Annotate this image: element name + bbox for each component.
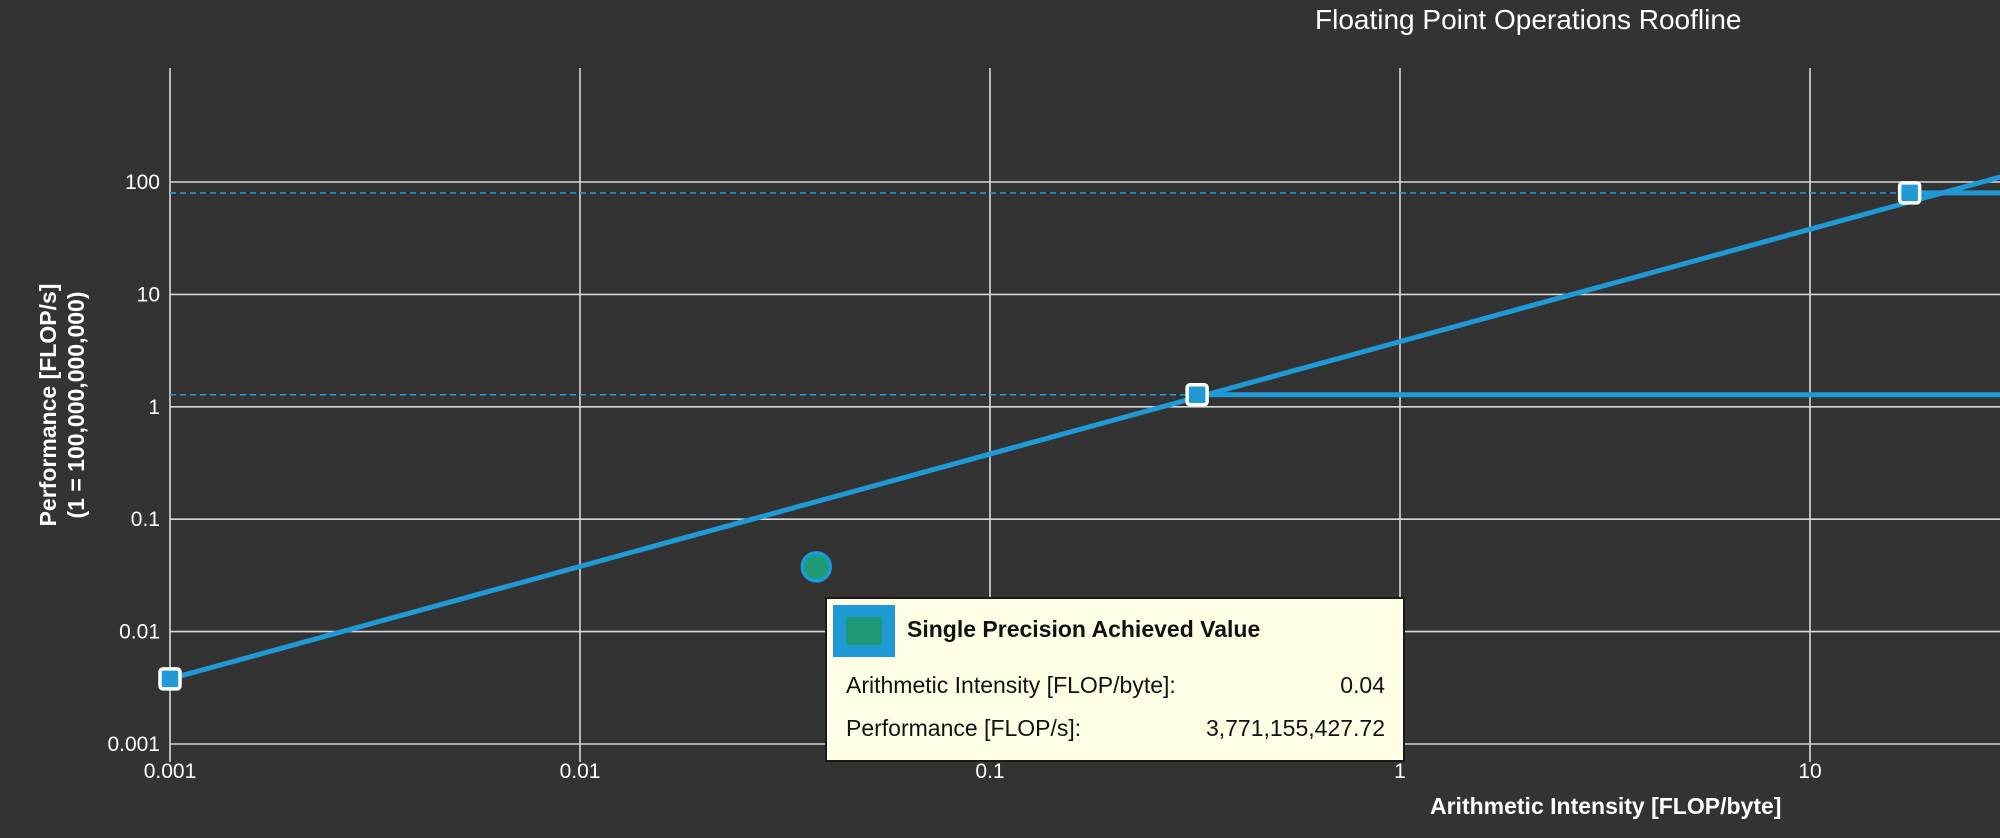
y-axis-label-line-1: Performance [FLOP/s] bbox=[35, 283, 61, 527]
roof-lines bbox=[169, 174, 2000, 682]
x-tick-label: 0.001 bbox=[144, 760, 197, 783]
x-axis-ticks: 0.001 0.01 0.1 1 10 bbox=[144, 760, 1822, 783]
ridge-point-marker bbox=[158, 667, 182, 691]
x-tick-label: 0.1 bbox=[975, 760, 1004, 783]
x-tick-label: 0.01 bbox=[560, 760, 601, 783]
y-tick-label: 0.001 bbox=[107, 733, 160, 756]
data-tooltip: Single Precision Achieved Value Arithmet… bbox=[825, 597, 1405, 762]
tooltip-row-label: Arithmetic Intensity [FLOP/byte]: bbox=[846, 672, 1176, 698]
tooltip-row-value: 0.04 bbox=[1340, 672, 1385, 698]
x-tick-label: 1 bbox=[1394, 760, 1406, 783]
tooltip-title: Single Precision Achieved Value bbox=[907, 616, 1261, 642]
tooltip-row-value: 3,771,155,427.72 bbox=[1205, 715, 1385, 741]
x-tick-label: 10 bbox=[1798, 760, 1821, 783]
achieved-value-point bbox=[800, 551, 833, 583]
data-points bbox=[158, 181, 1922, 691]
ridge-point-marker bbox=[1185, 382, 1209, 407]
x-axis-label: Arithmetic Intensity [FLOP/byte] bbox=[1430, 793, 1782, 819]
y-tick-label: 1 bbox=[148, 396, 160, 419]
ridge-point-marker bbox=[1897, 181, 1922, 205]
y-axis-label-line-2: (1 = 100,000,000,000) bbox=[63, 291, 89, 519]
y-tick-label: 0.01 bbox=[119, 621, 160, 644]
y-axis-label: Performance [FLOP/s] (1 = 100,000,000,00… bbox=[34, 284, 90, 527]
y-tick-label: 100 bbox=[125, 171, 160, 194]
tooltip-row-label: Performance [FLOP/s]: bbox=[846, 715, 1082, 741]
y-axis-ticks: 0.001 0.01 0.1 1 10 100 bbox=[107, 171, 160, 756]
y-tick-label: 10 bbox=[137, 283, 160, 306]
y-tick-label: 0.1 bbox=[131, 508, 160, 531]
bandwidth-roof-line bbox=[169, 174, 2000, 682]
tooltip-swatch-icon bbox=[833, 605, 895, 657]
chart-title: Floating Point Operations Roofline bbox=[1315, 4, 1742, 35]
